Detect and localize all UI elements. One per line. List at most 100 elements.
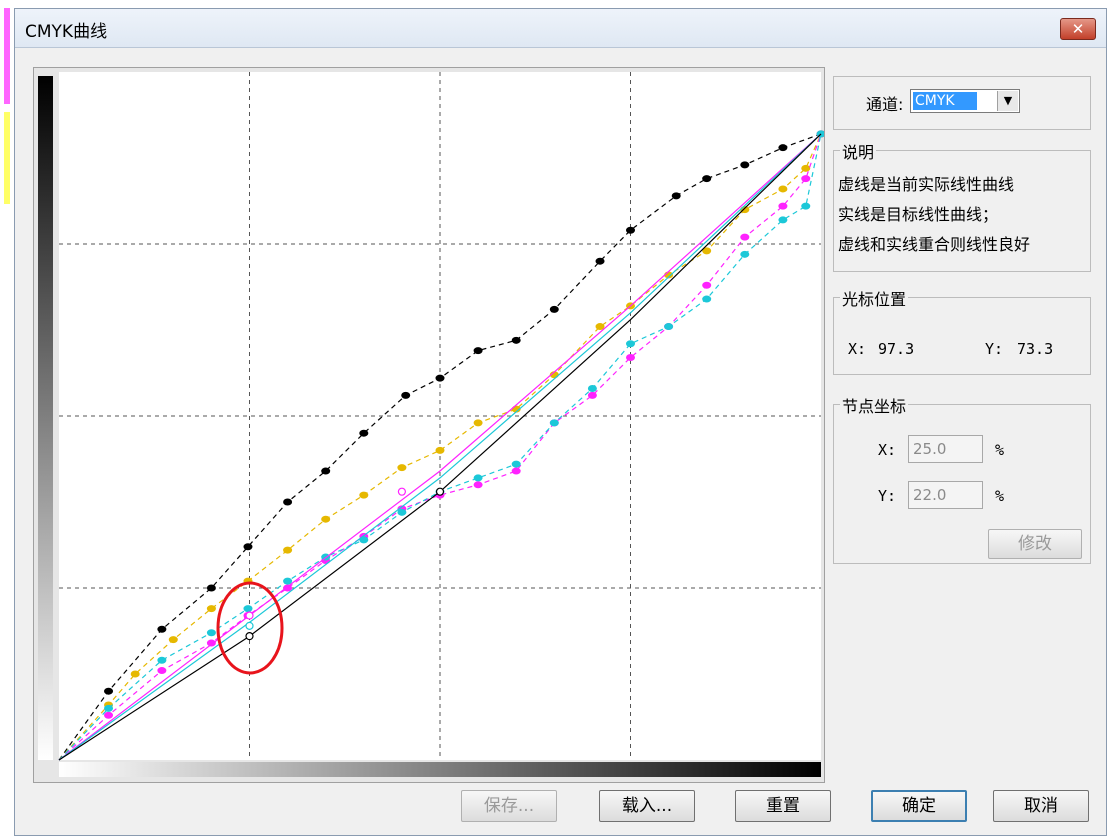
curve-node[interactable] bbox=[104, 711, 114, 719]
description-line: 虚线和实线重合则线性良好 bbox=[838, 235, 1031, 254]
ok-button[interactable]: 确定 bbox=[871, 790, 967, 822]
channel-label: 通道: bbox=[866, 95, 904, 114]
curve-node[interactable] bbox=[511, 336, 521, 344]
curve-node[interactable] bbox=[397, 464, 407, 472]
curve-node[interactable] bbox=[359, 429, 369, 437]
curve-node[interactable] bbox=[549, 305, 559, 313]
curve-node[interactable] bbox=[104, 687, 114, 695]
curve-node[interactable] bbox=[130, 670, 140, 678]
curve-node[interactable] bbox=[283, 546, 293, 554]
cursor-y-value: 73.3 bbox=[1017, 340, 1054, 358]
curve-node[interactable] bbox=[549, 419, 559, 427]
open-node-marker[interactable] bbox=[245, 632, 254, 641]
target-curve-line bbox=[58, 133, 822, 761]
curve-node[interactable] bbox=[740, 250, 750, 258]
channel-selected-value: CMYK bbox=[913, 92, 977, 110]
curve-node[interactable] bbox=[283, 498, 293, 506]
curve-plot[interactable] bbox=[33, 67, 825, 783]
curve-canvas[interactable] bbox=[34, 68, 824, 782]
save-button[interactable]: 保存... bbox=[461, 790, 557, 822]
curve-node[interactable] bbox=[359, 491, 369, 499]
curve-node[interactable] bbox=[801, 175, 811, 183]
horizontal-gradient-bar bbox=[59, 762, 821, 777]
curve-node[interactable] bbox=[626, 340, 635, 348]
curve-node[interactable] bbox=[740, 161, 750, 169]
node-coords-title: 节点坐标 bbox=[840, 393, 909, 417]
node-x-field[interactable]: 25.0 bbox=[908, 435, 983, 463]
open-node-marker[interactable] bbox=[435, 487, 445, 496]
curve-node[interactable] bbox=[626, 354, 635, 362]
edge-pink-mark bbox=[4, 8, 10, 104]
cmyk-curve-dialog: CMYK曲线 ✕ 通道: CMYK bbox=[14, 8, 1107, 836]
curve-node[interactable] bbox=[740, 233, 750, 241]
dialog-title: CMYK曲线 bbox=[25, 22, 108, 42]
curve-node[interactable] bbox=[157, 625, 167, 633]
curve-node[interactable] bbox=[587, 384, 597, 392]
curve-node[interactable] bbox=[778, 144, 788, 152]
curve-node[interactable] bbox=[778, 185, 788, 193]
cancel-button[interactable]: 取消 bbox=[993, 790, 1089, 822]
curve-node[interactable] bbox=[671, 192, 681, 200]
curve-node[interactable] bbox=[321, 515, 331, 523]
description-line: 虚线是当前实际线性曲线 bbox=[838, 175, 1015, 194]
curve-node[interactable] bbox=[587, 391, 597, 399]
curve-node[interactable] bbox=[473, 347, 483, 355]
curve-series bbox=[58, 130, 824, 761]
curve-node[interactable] bbox=[473, 474, 483, 482]
title-bar[interactable]: CMYK曲线 ✕ bbox=[15, 9, 1106, 48]
curve-node[interactable] bbox=[401, 391, 411, 399]
channel-select[interactable]: CMYK ▼ bbox=[910, 89, 1020, 113]
curve-node[interactable] bbox=[243, 605, 253, 613]
edge-yellow-mark bbox=[4, 112, 10, 204]
curve-node[interactable] bbox=[104, 704, 114, 712]
cursor-position-group: 光标位置 X: 97.3 Y: 73.3 bbox=[833, 286, 1091, 375]
curve-node[interactable] bbox=[283, 577, 293, 585]
curve-node[interactable] bbox=[473, 481, 483, 489]
curve-node[interactable] bbox=[511, 467, 521, 475]
curve-node[interactable] bbox=[702, 175, 712, 183]
curve-node[interactable] bbox=[168, 636, 178, 644]
curve-node[interactable] bbox=[473, 419, 483, 427]
curve-node[interactable] bbox=[435, 446, 445, 454]
curve-node[interactable] bbox=[511, 460, 521, 468]
open-node-marker[interactable] bbox=[245, 611, 254, 620]
curve-node[interactable] bbox=[595, 257, 605, 265]
node-x-unit: % bbox=[995, 441, 1005, 459]
curve-node[interactable] bbox=[801, 164, 811, 172]
curve-node[interactable] bbox=[778, 216, 788, 224]
curve-node[interactable] bbox=[664, 323, 674, 331]
description-title: 说明 bbox=[840, 139, 877, 163]
load-button[interactable]: 载入... bbox=[599, 790, 695, 822]
vertical-gradient-bar bbox=[38, 76, 53, 760]
curve-node[interactable] bbox=[778, 202, 788, 210]
open-node-marker[interactable] bbox=[245, 621, 254, 630]
curve-node[interactable] bbox=[206, 605, 216, 613]
background-window-edge bbox=[0, 0, 14, 836]
curve-node[interactable] bbox=[702, 281, 712, 289]
close-button[interactable]: ✕ bbox=[1060, 18, 1096, 40]
target-curve-line bbox=[58, 133, 822, 761]
chevron-down-icon[interactable]: ▼ bbox=[997, 91, 1018, 111]
open-node-marker[interactable] bbox=[397, 487, 406, 496]
curve-node[interactable] bbox=[243, 543, 253, 551]
curve-node[interactable] bbox=[321, 467, 331, 475]
curve-node[interactable] bbox=[435, 374, 445, 382]
cursor-x-label: X: bbox=[848, 340, 867, 358]
node-y-field[interactable]: 22.0 bbox=[908, 481, 983, 509]
curve-node[interactable] bbox=[206, 639, 216, 647]
cursor-position-title: 光标位置 bbox=[840, 286, 909, 310]
reset-button[interactable]: 重置 bbox=[735, 790, 831, 822]
curve-node[interactable] bbox=[801, 202, 811, 210]
curve-node[interactable] bbox=[595, 323, 605, 331]
curve-node[interactable] bbox=[157, 667, 167, 675]
curve-node[interactable] bbox=[283, 584, 293, 592]
curve-node[interactable] bbox=[626, 226, 635, 234]
curve-node[interactable] bbox=[702, 247, 712, 255]
modify-button[interactable]: 修改 bbox=[988, 529, 1082, 559]
curve-node[interactable] bbox=[157, 656, 167, 664]
curve-node[interactable] bbox=[397, 508, 407, 516]
curve-node[interactable] bbox=[206, 584, 216, 592]
cursor-x-value: 97.3 bbox=[878, 340, 915, 358]
curve-node[interactable] bbox=[702, 295, 712, 303]
curve-node[interactable] bbox=[206, 629, 216, 637]
